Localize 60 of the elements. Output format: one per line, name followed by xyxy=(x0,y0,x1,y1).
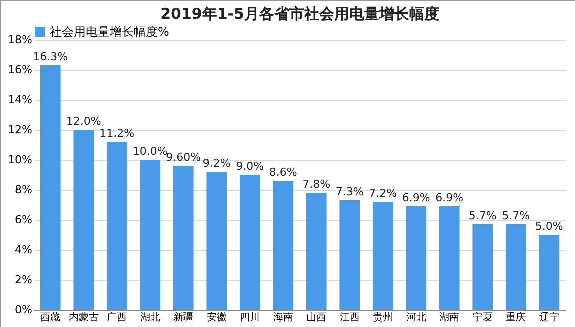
bar xyxy=(372,202,394,310)
bar xyxy=(140,160,161,310)
bar xyxy=(106,142,128,310)
chart-title: 2019年1-5月各省市社会用电量增长幅度 xyxy=(160,5,440,23)
y-tick-label: 14% xyxy=(8,94,32,106)
bar xyxy=(340,200,360,310)
x-tick-label: 安徽 xyxy=(206,312,227,324)
x-tick-label: 湖南 xyxy=(440,312,460,324)
x-tick-label: 贵州 xyxy=(373,312,394,324)
bar xyxy=(439,206,460,310)
data-label: 7.8% xyxy=(302,178,331,191)
data-label: 10.0% xyxy=(132,145,168,158)
data-label: 9.2% xyxy=(202,157,231,170)
x-tick-label: 西藏 xyxy=(40,312,61,324)
data-label: 11.2% xyxy=(100,127,135,140)
x-tick-label: 海南 xyxy=(273,312,294,324)
x-tick-label: 重庆 xyxy=(506,312,526,324)
data-label: 9.60% xyxy=(166,151,202,164)
x-tick-label: 宁夏 xyxy=(472,312,493,324)
y-tick-label: 4% xyxy=(15,244,32,256)
data-label: 6.9% xyxy=(402,192,430,204)
data-label: 5.0% xyxy=(535,220,564,233)
data-label: 16.3% xyxy=(33,50,68,64)
bar xyxy=(74,130,94,310)
bar xyxy=(406,206,427,310)
y-tick-label: 16% xyxy=(8,64,32,76)
x-tick-label: 河北 xyxy=(406,312,426,324)
x-tick-label: 江西 xyxy=(340,312,360,324)
x-tick-label: 内蒙古 xyxy=(68,312,99,324)
bar xyxy=(306,193,327,310)
x-tick-label: 山西 xyxy=(306,312,327,324)
bar xyxy=(539,235,560,310)
y-tick-label: 12% xyxy=(8,124,32,136)
data-label: 5.7% xyxy=(468,210,497,222)
x-tick-label: 四川 xyxy=(240,312,260,324)
data-label: 6.9% xyxy=(436,192,464,204)
bar xyxy=(40,66,61,310)
bar xyxy=(173,166,194,310)
data-label: 12.0% xyxy=(66,115,102,128)
data-label: 9.0% xyxy=(236,160,264,173)
x-tick-label: 新疆 xyxy=(174,312,194,324)
bar xyxy=(240,175,260,310)
x-tick-label: 湖北 xyxy=(140,312,160,324)
y-tick-label: 10% xyxy=(8,154,32,166)
data-label: 7.3% xyxy=(336,186,364,198)
x-tick-label: 广西 xyxy=(107,312,128,324)
bar xyxy=(472,224,494,310)
data-label: 7.2% xyxy=(369,187,398,200)
data-label: 8.6% xyxy=(269,166,298,179)
y-tick-label: 0% xyxy=(15,304,32,316)
bar xyxy=(273,181,294,310)
y-tick-label: 6% xyxy=(15,214,32,226)
y-tick-label: 18% xyxy=(8,34,32,46)
legend-label: 社会用电量增长幅度% xyxy=(50,25,170,39)
bar xyxy=(206,172,228,310)
bar xyxy=(506,224,526,310)
data-label: 5.7% xyxy=(502,210,530,222)
x-tick-label: 辽宁 xyxy=(539,312,560,324)
y-tick-label: 8% xyxy=(15,184,32,196)
y-tick-label: 2% xyxy=(15,274,32,286)
